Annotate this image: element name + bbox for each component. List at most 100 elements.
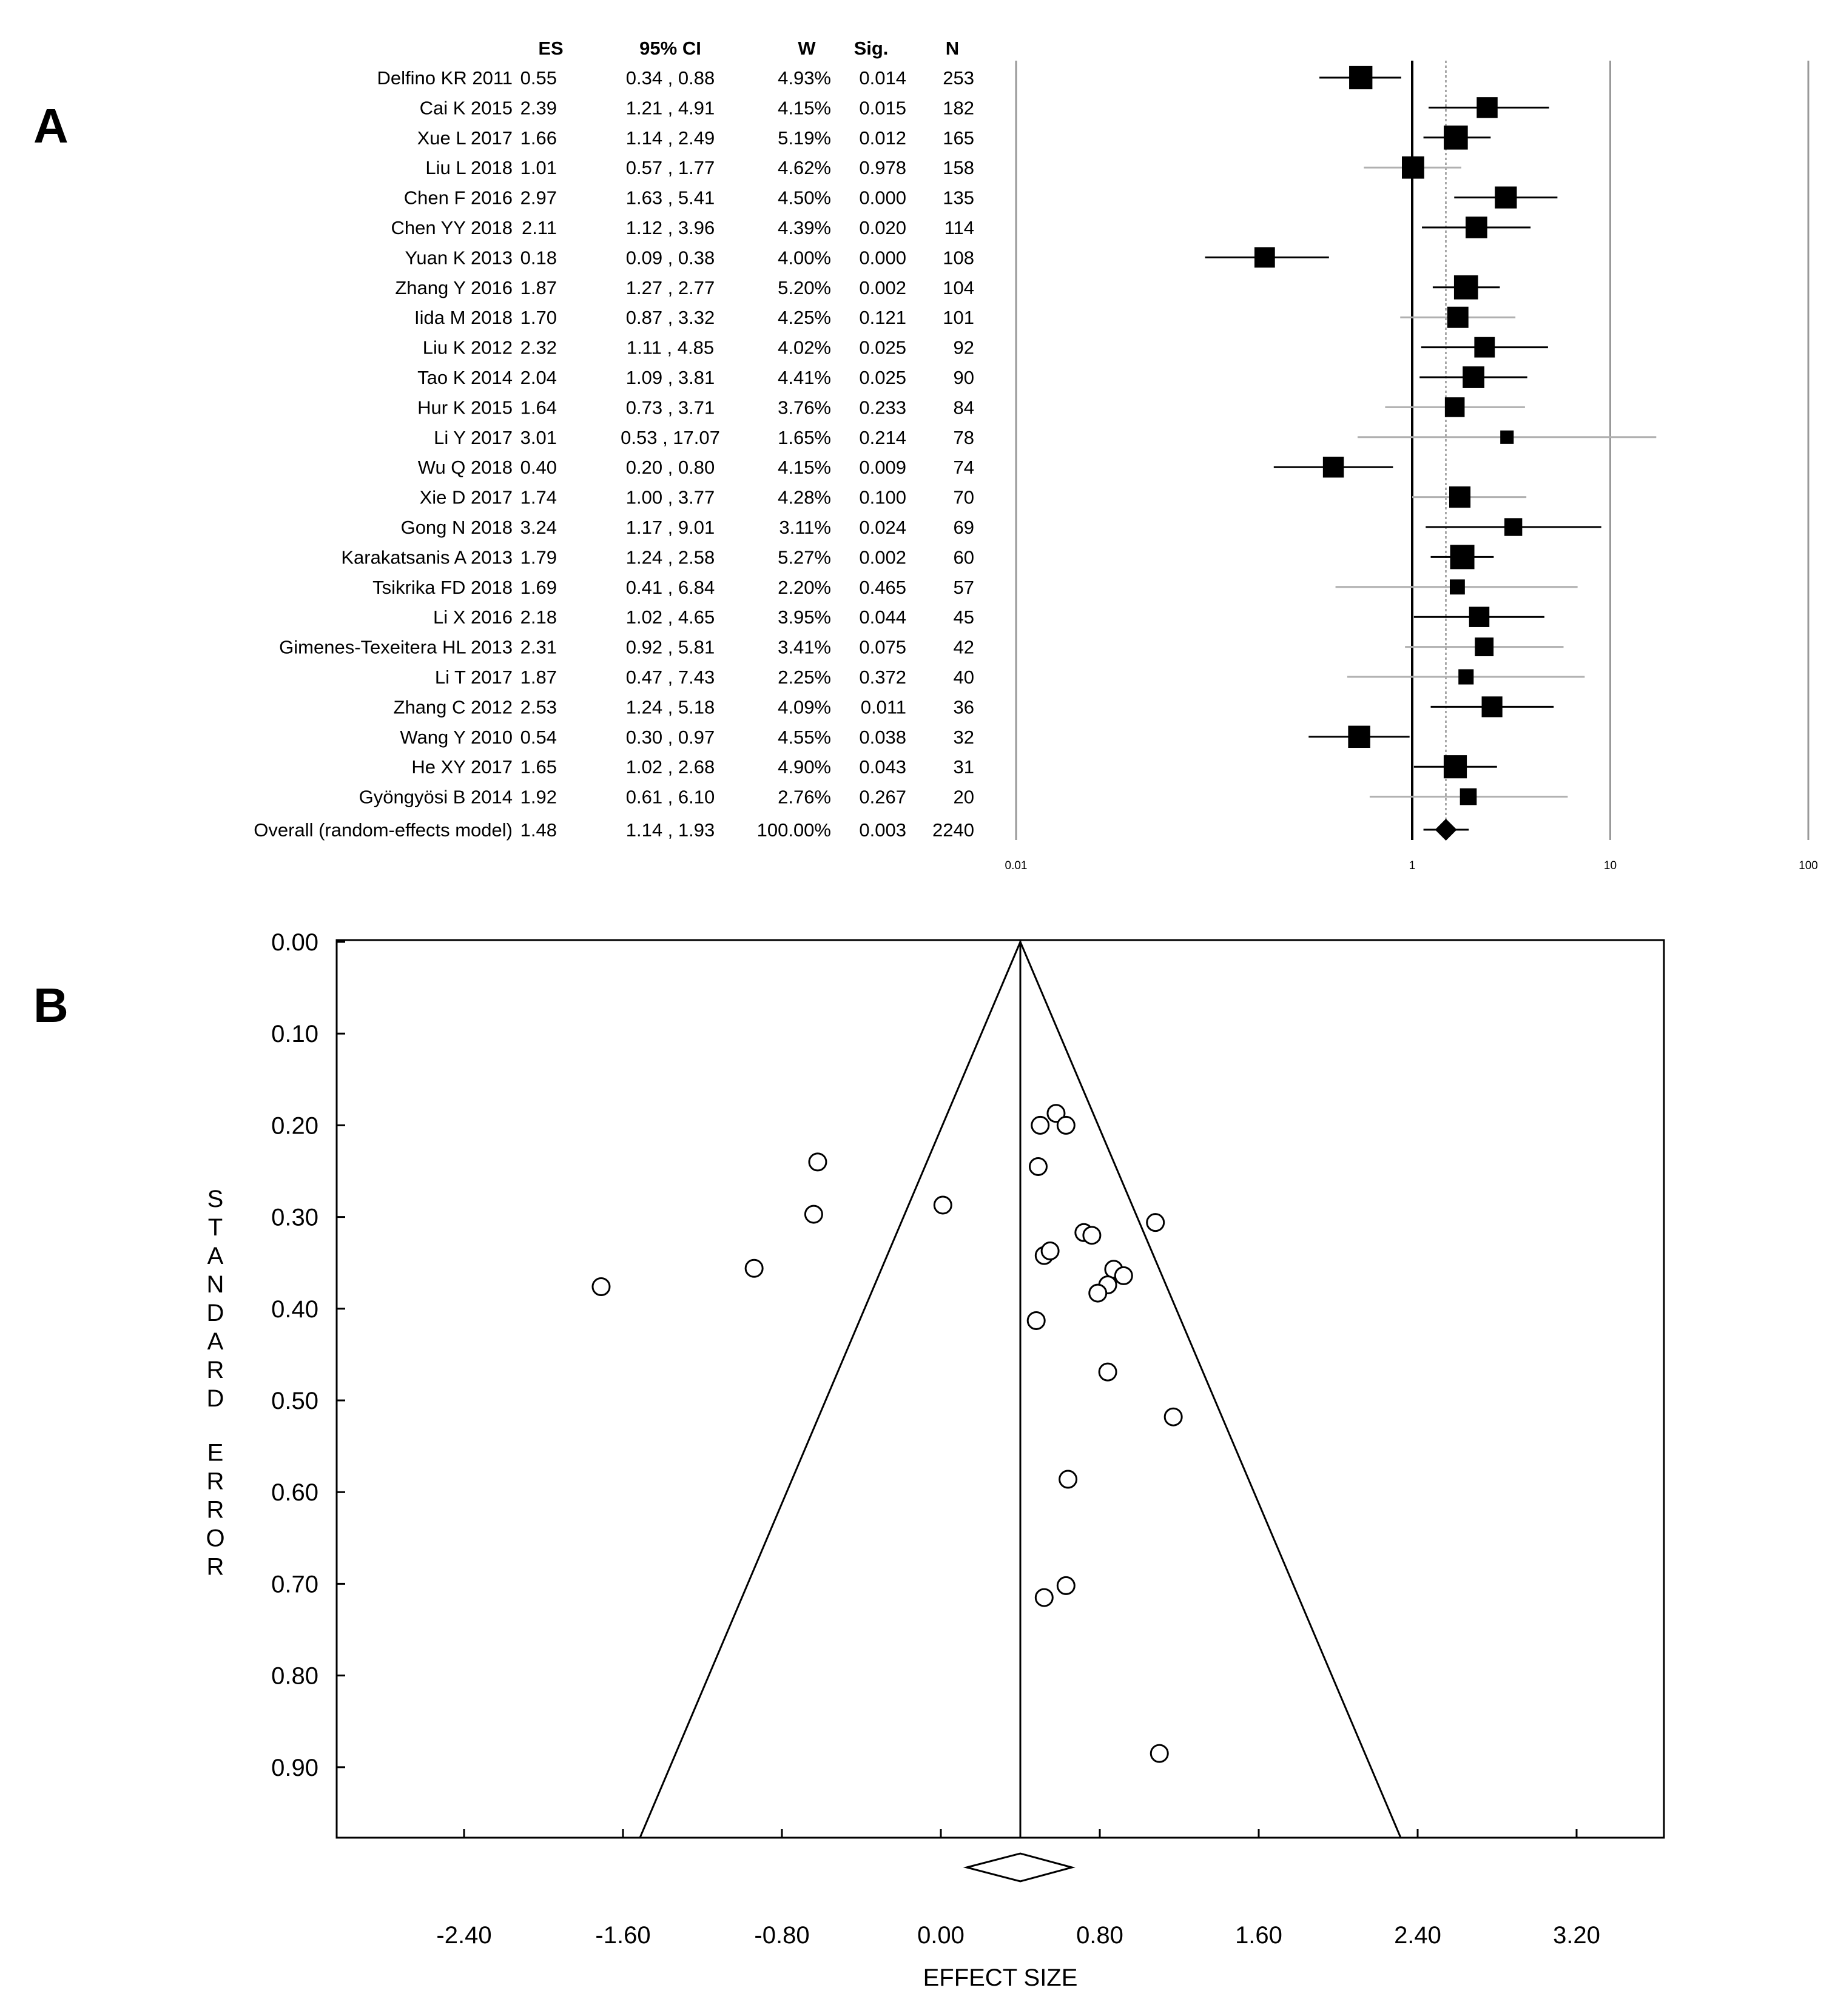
funnel-y-tick-label: 0.60 [271, 1479, 318, 1506]
table-row: Zhang C 2012 2.53 1.24 , 5.18 4.09% 0.011 36 [394, 696, 974, 717]
es-value: 2.11 [522, 217, 557, 238]
sig-value: 0.978 [859, 157, 906, 178]
es-value: 1.64 [520, 397, 557, 418]
n-value: 90 [954, 367, 974, 388]
funnel-y-tick-label: 0.00 [271, 929, 318, 956]
header-es: ES [538, 38, 563, 59]
sig-value: 0.233 [859, 397, 906, 418]
sig-value: 0.025 [859, 367, 906, 388]
sig-value: 0.009 [859, 457, 906, 478]
funnel-y-tick-label: 0.20 [271, 1112, 318, 1139]
weight-value: 4.15% [778, 457, 831, 478]
study-name: Yuan K 2013 [405, 247, 513, 268]
funnel-x-tick-label: 0.80 [1076, 1922, 1123, 1949]
funnel-study-point [1028, 1157, 1048, 1176]
ci-value: 1.17 , 9.01 [626, 517, 715, 538]
forest-estimate-marker [1495, 186, 1517, 209]
sig-value: 0.012 [859, 127, 906, 149]
table-row: Xue L 2017 1.66 1.14 , 2.49 5.19% 0.012 165 [417, 127, 974, 149]
weight-value: 4.93% [778, 67, 831, 89]
study-name: Karakatsanis A 2013 [341, 546, 513, 568]
es-value: 2.53 [520, 696, 557, 717]
weight-value: 4.41% [778, 367, 831, 388]
study-name: Xie D 2017 [420, 487, 513, 508]
ci-value: 0.92 , 5.81 [626, 637, 715, 658]
n-value: 32 [954, 727, 974, 748]
ci-value: 1.02 , 4.65 [626, 606, 715, 628]
ci-value: 1.27 , 2.77 [626, 277, 715, 298]
funnel-right-limit [1019, 941, 1402, 1838]
weight-value: 4.50% [778, 187, 831, 209]
forest-estimate-marker [1466, 217, 1487, 238]
table-row: Tsikrika FD 2018 1.69 0.41 , 6.84 2.20% 0.46… [372, 577, 974, 598]
ci-value: 0.53 , 17.07 [621, 427, 720, 448]
study-name: Gyöngyösi B 2014 [359, 787, 513, 808]
panel-b-label: B [33, 978, 69, 1032]
n-value: 57 [954, 577, 974, 598]
ci-value: 1.12 , 3.96 [626, 217, 715, 238]
weight-value: 4.25% [778, 307, 831, 328]
weight-value: 4.55% [778, 727, 831, 748]
funnel-x-tick-label: -0.80 [754, 1922, 809, 1949]
forest-estimate-marker [1504, 518, 1523, 536]
funnel-study-point [744, 1258, 764, 1278]
sig-value: 0.372 [859, 667, 906, 688]
weight-value: 3.11% [779, 517, 831, 538]
sig-value: 0.011 [861, 696, 906, 717]
funnel-plot-frame [335, 939, 1665, 1839]
table-row: Iida M 2018 1.70 0.87 , 3.32 4.25% 0.121 101 [414, 307, 974, 328]
table-row: Tao K 2014 2.04 1.09 , 3.81 4.41% 0.025 90 [417, 367, 974, 388]
weight-value: 3.41% [778, 637, 831, 658]
sig-value: 0.121 [859, 307, 906, 328]
table-row: Delfino KR 2011 0.55 0.34 , 0.88 4.93% 0.014… [377, 67, 974, 89]
n-value: 2240 [932, 819, 974, 841]
ci-value: 0.30 , 0.97 [626, 727, 715, 748]
ci-value: 0.73 , 3.71 [626, 397, 715, 418]
ci-value: 1.11 , 4.85 [627, 337, 714, 358]
table-row: Liu L 2018 1.01 0.57 , 1.77 4.62% 0.978 158 [425, 157, 974, 178]
sig-value: 0.038 [859, 727, 906, 748]
weight-value: 1.65% [778, 427, 831, 448]
ci-value: 0.47 , 7.43 [626, 667, 715, 688]
study-name: He XY 2017 [411, 756, 513, 778]
study-name: Hur K 2015 [417, 397, 513, 418]
study-name: Delfino KR 2011 [377, 67, 513, 89]
es-value: 2.32 [520, 337, 557, 358]
n-value: 182 [943, 97, 974, 118]
funnel-x-tick-label: 1.60 [1235, 1922, 1282, 1949]
study-name: Xue L 2017 [417, 127, 513, 149]
forest-estimate-marker [1453, 275, 1478, 300]
es-value: 1.87 [520, 277, 557, 298]
forest-estimate-marker [1322, 456, 1344, 478]
study-name: Chen F 2016 [404, 187, 513, 209]
sig-value: 0.014 [859, 67, 906, 89]
funnel-y-tick-label: 0.50 [271, 1388, 318, 1414]
table-row: Chen YY 2018 2.11 1.12 , 3.96 4.39% 0.020 114 [391, 217, 974, 238]
es-value: 2.97 [520, 187, 557, 209]
table-row: Karakatsanis A 2013 1.79 1.24 , 2.58 5.27% 0… [341, 546, 974, 568]
weight-value: 3.95% [778, 606, 831, 628]
es-value: 0.18 [520, 247, 557, 268]
sig-value: 0.267 [859, 787, 906, 808]
table-row: Li T 2017 1.87 0.47 , 7.43 2.25% 0.372 40 [435, 667, 974, 688]
n-value: 78 [954, 427, 974, 448]
study-name: Li X 2016 [433, 606, 513, 628]
n-value: 101 [943, 307, 974, 328]
table-row: Gimenes-Texeitera HL 2013 2.31 0.92 , 5.81… [279, 637, 974, 658]
study-name: Tao K 2014 [417, 367, 513, 388]
es-value: 1.48 [520, 819, 557, 841]
sig-value: 0.214 [859, 427, 906, 448]
n-value: 45 [954, 606, 974, 628]
forest-estimate-marker [1443, 755, 1467, 779]
funnel-study-point [808, 1152, 827, 1172]
ci-value: 1.02 , 2.68 [626, 756, 715, 778]
forest-estimate-marker [1444, 125, 1468, 150]
study-name: Gimenes-Texeitera HL 2013 [279, 637, 513, 658]
forest-overall-diamond [1435, 819, 1457, 841]
header-sig: Sig. [854, 38, 889, 59]
es-value: 0.55 [520, 67, 557, 89]
n-value: 92 [954, 337, 974, 358]
forest-estimate-marker [1444, 397, 1465, 417]
funnel-study-point [1056, 1576, 1076, 1595]
forest-tick-label: 10 [1604, 859, 1617, 872]
